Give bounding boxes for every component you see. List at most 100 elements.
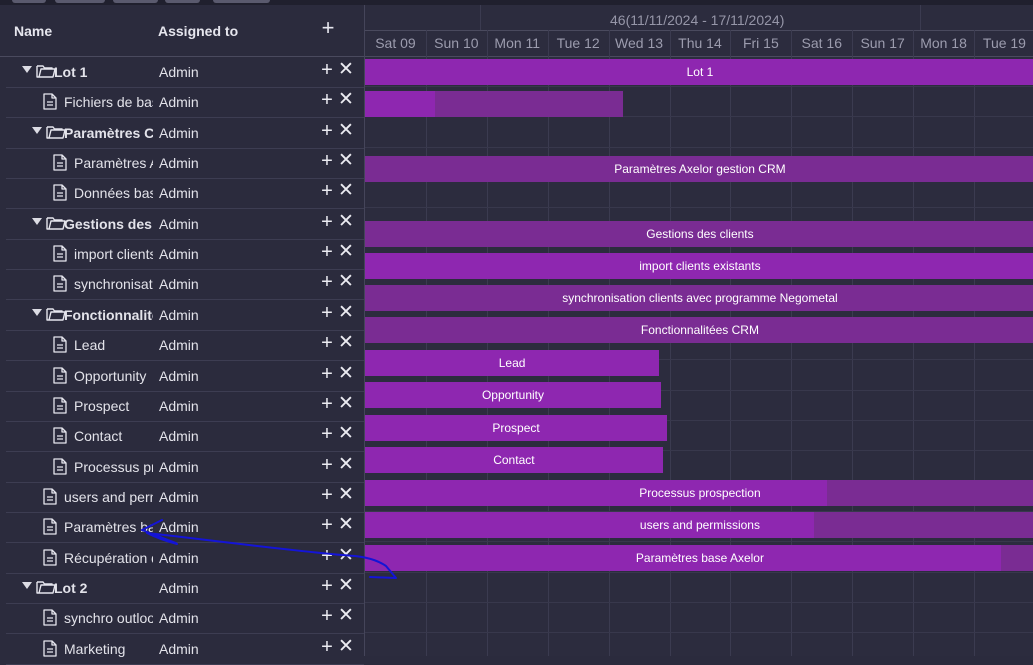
task-name[interactable]: Prospect (74, 397, 130, 414)
delete-task-button[interactable]: ✕ (338, 119, 354, 141)
task-row[interactable]: Opportunity Admin + ✕ (6, 361, 364, 392)
task-row[interactable]: Lot 1 Admin + ✕ (6, 57, 364, 88)
task-assignee[interactable]: Admin (159, 64, 199, 80)
task-bar[interactable]: Paramètres base Axelor (365, 545, 1033, 571)
task-bar[interactable]: Processus prospection (365, 480, 1033, 506)
add-task-button[interactable]: + (321, 15, 335, 40)
delete-task-button[interactable]: ✕ (338, 271, 354, 293)
task-row[interactable]: Données base Admin +✕ (6, 178, 364, 210)
task-assignee[interactable]: Admin (159, 306, 199, 323)
delete-task-button[interactable]: ✕ (338, 332, 354, 354)
add-subtask-button[interactable]: + (321, 423, 333, 446)
add-subtask-button[interactable]: + (321, 514, 333, 537)
delete-task-button[interactable]: ✕ (338, 59, 354, 80)
task-name[interactable]: Fichiers de base (64, 94, 153, 111)
task-assignee[interactable]: Admin (159, 124, 199, 141)
toolbar-tab[interactable] (165, 0, 200, 3)
toolbar-tab[interactable] (113, 0, 158, 3)
task-bar[interactable]: users and permissions (365, 512, 1033, 538)
task-name[interactable]: Paramètres Axelor (74, 155, 153, 172)
add-subtask-button[interactable]: + (321, 59, 333, 81)
task-name[interactable]: Paramètres CRM (64, 124, 153, 141)
task-assignee[interactable]: Admin (159, 185, 199, 202)
task-bar[interactable]: Lot 1 (365, 59, 1033, 85)
delete-task-button[interactable]: ✕ (338, 605, 354, 627)
task-name[interactable]: import clients (74, 246, 153, 263)
task-row[interactable]: synchronisation Admin +✕ (6, 269, 364, 301)
task-name[interactable]: Lot 1 (54, 64, 88, 80)
add-subtask-button[interactable]: + (321, 119, 333, 142)
task-name[interactable]: Paramètres base (64, 519, 153, 536)
task-name[interactable]: Lot 2 (54, 579, 88, 596)
delete-task-button[interactable]: ✕ (338, 241, 354, 263)
caret-down-icon[interactable] (32, 308, 42, 316)
delete-task-button[interactable]: ✕ (338, 362, 354, 384)
task-row[interactable]: Fonctionnalités Admin +✕ (6, 300, 364, 331)
delete-task-button[interactable]: ✕ (338, 423, 354, 445)
task-name[interactable]: Lead (74, 337, 106, 354)
task-row[interactable]: import clients Admin + ✕ (6, 239, 364, 271)
add-subtask-button[interactable]: + (321, 635, 333, 658)
task-row[interactable]: users and permissions Admin +✕ (6, 482, 364, 513)
column-header-name[interactable]: Name (14, 23, 53, 39)
delete-task-button[interactable]: ✕ (338, 392, 354, 414)
add-subtask-button[interactable]: + (321, 605, 333, 628)
task-name[interactable]: Processus prospection (74, 458, 153, 475)
delete-task-button[interactable]: ✕ (338, 453, 354, 475)
task-row[interactable]: Processus prospection Admin +✕ (6, 452, 364, 483)
task-name[interactable]: Fonctionnalités (64, 306, 153, 323)
add-subtask-button[interactable]: + (321, 544, 333, 567)
task-assignee[interactable]: Admin (159, 94, 199, 111)
task-name[interactable]: Contact (74, 428, 123, 445)
delete-task-button[interactable]: ✕ (338, 180, 354, 202)
task-bar[interactable] (365, 91, 624, 117)
task-row[interactable]: Lead Admin + ✕ (6, 330, 364, 362)
task-bar[interactable]: Prospect (365, 415, 668, 441)
task-assignee[interactable]: Admin (159, 640, 199, 657)
task-bar[interactable]: import clients existants (365, 253, 1033, 279)
add-subtask-button[interactable]: + (321, 332, 333, 355)
add-subtask-button[interactable]: + (321, 483, 333, 506)
task-name[interactable]: Marketing (64, 640, 126, 657)
task-assignee[interactable]: Admin (159, 488, 199, 505)
add-subtask-button[interactable]: + (321, 89, 333, 112)
task-assignee[interactable]: Admin (159, 519, 199, 536)
delete-task-button[interactable]: ✕ (338, 574, 354, 596)
delete-task-button[interactable]: ✕ (338, 301, 354, 323)
caret-down-icon[interactable] (32, 126, 42, 134)
task-row[interactable]: Lot 2 Admin + ✕ (6, 573, 364, 604)
delete-task-button[interactable]: ✕ (338, 483, 354, 505)
task-assignee[interactable]: Admin (159, 215, 199, 232)
task-name[interactable]: synchronisation (74, 276, 153, 293)
task-row[interactable]: Gestions des clients Admin +✕ (6, 209, 364, 240)
add-subtask-button[interactable]: + (321, 271, 333, 294)
task-row[interactable]: synchro outlook Admin + ✕ (6, 603, 364, 635)
add-subtask-button[interactable]: + (321, 210, 333, 233)
add-subtask-button[interactable]: + (321, 392, 333, 415)
toolbar-tab[interactable] (213, 0, 270, 3)
task-assignee[interactable]: Admin (159, 579, 199, 596)
task-row[interactable]: Prospect Admin + ✕ (6, 391, 364, 422)
caret-down-icon[interactable] (22, 581, 32, 589)
add-subtask-button[interactable]: + (321, 301, 333, 324)
task-row[interactable]: Paramètres CRM Admin +✕ (6, 118, 364, 149)
delete-task-button[interactable]: ✕ (338, 150, 354, 172)
task-bar[interactable]: Opportunity (365, 382, 661, 408)
task-bar[interactable]: Paramètres Axelor gestion CRM (365, 156, 1033, 182)
task-assignee[interactable]: Admin (159, 246, 199, 263)
toolbar-tab[interactable] (55, 0, 105, 3)
task-row[interactable]: Marketing Admin + ✕ (6, 634, 364, 665)
add-subtask-button[interactable]: + (321, 574, 333, 597)
task-assignee[interactable]: Admin (159, 367, 199, 384)
caret-down-icon[interactable] (22, 66, 32, 73)
task-bar[interactable]: Contact (365, 447, 663, 473)
add-subtask-button[interactable]: + (321, 453, 333, 476)
column-header-assigned[interactable]: Assigned to (158, 23, 239, 39)
task-row[interactable]: Récupération des Admin +✕ (6, 543, 364, 574)
caret-down-icon[interactable] (32, 217, 42, 225)
add-subtask-button[interactable]: + (321, 241, 333, 264)
add-subtask-button[interactable]: + (321, 362, 333, 385)
task-name[interactable]: Gestions des clients (64, 215, 153, 232)
task-name[interactable]: Opportunity (74, 367, 147, 384)
task-name[interactable]: users and permissions (64, 488, 153, 505)
